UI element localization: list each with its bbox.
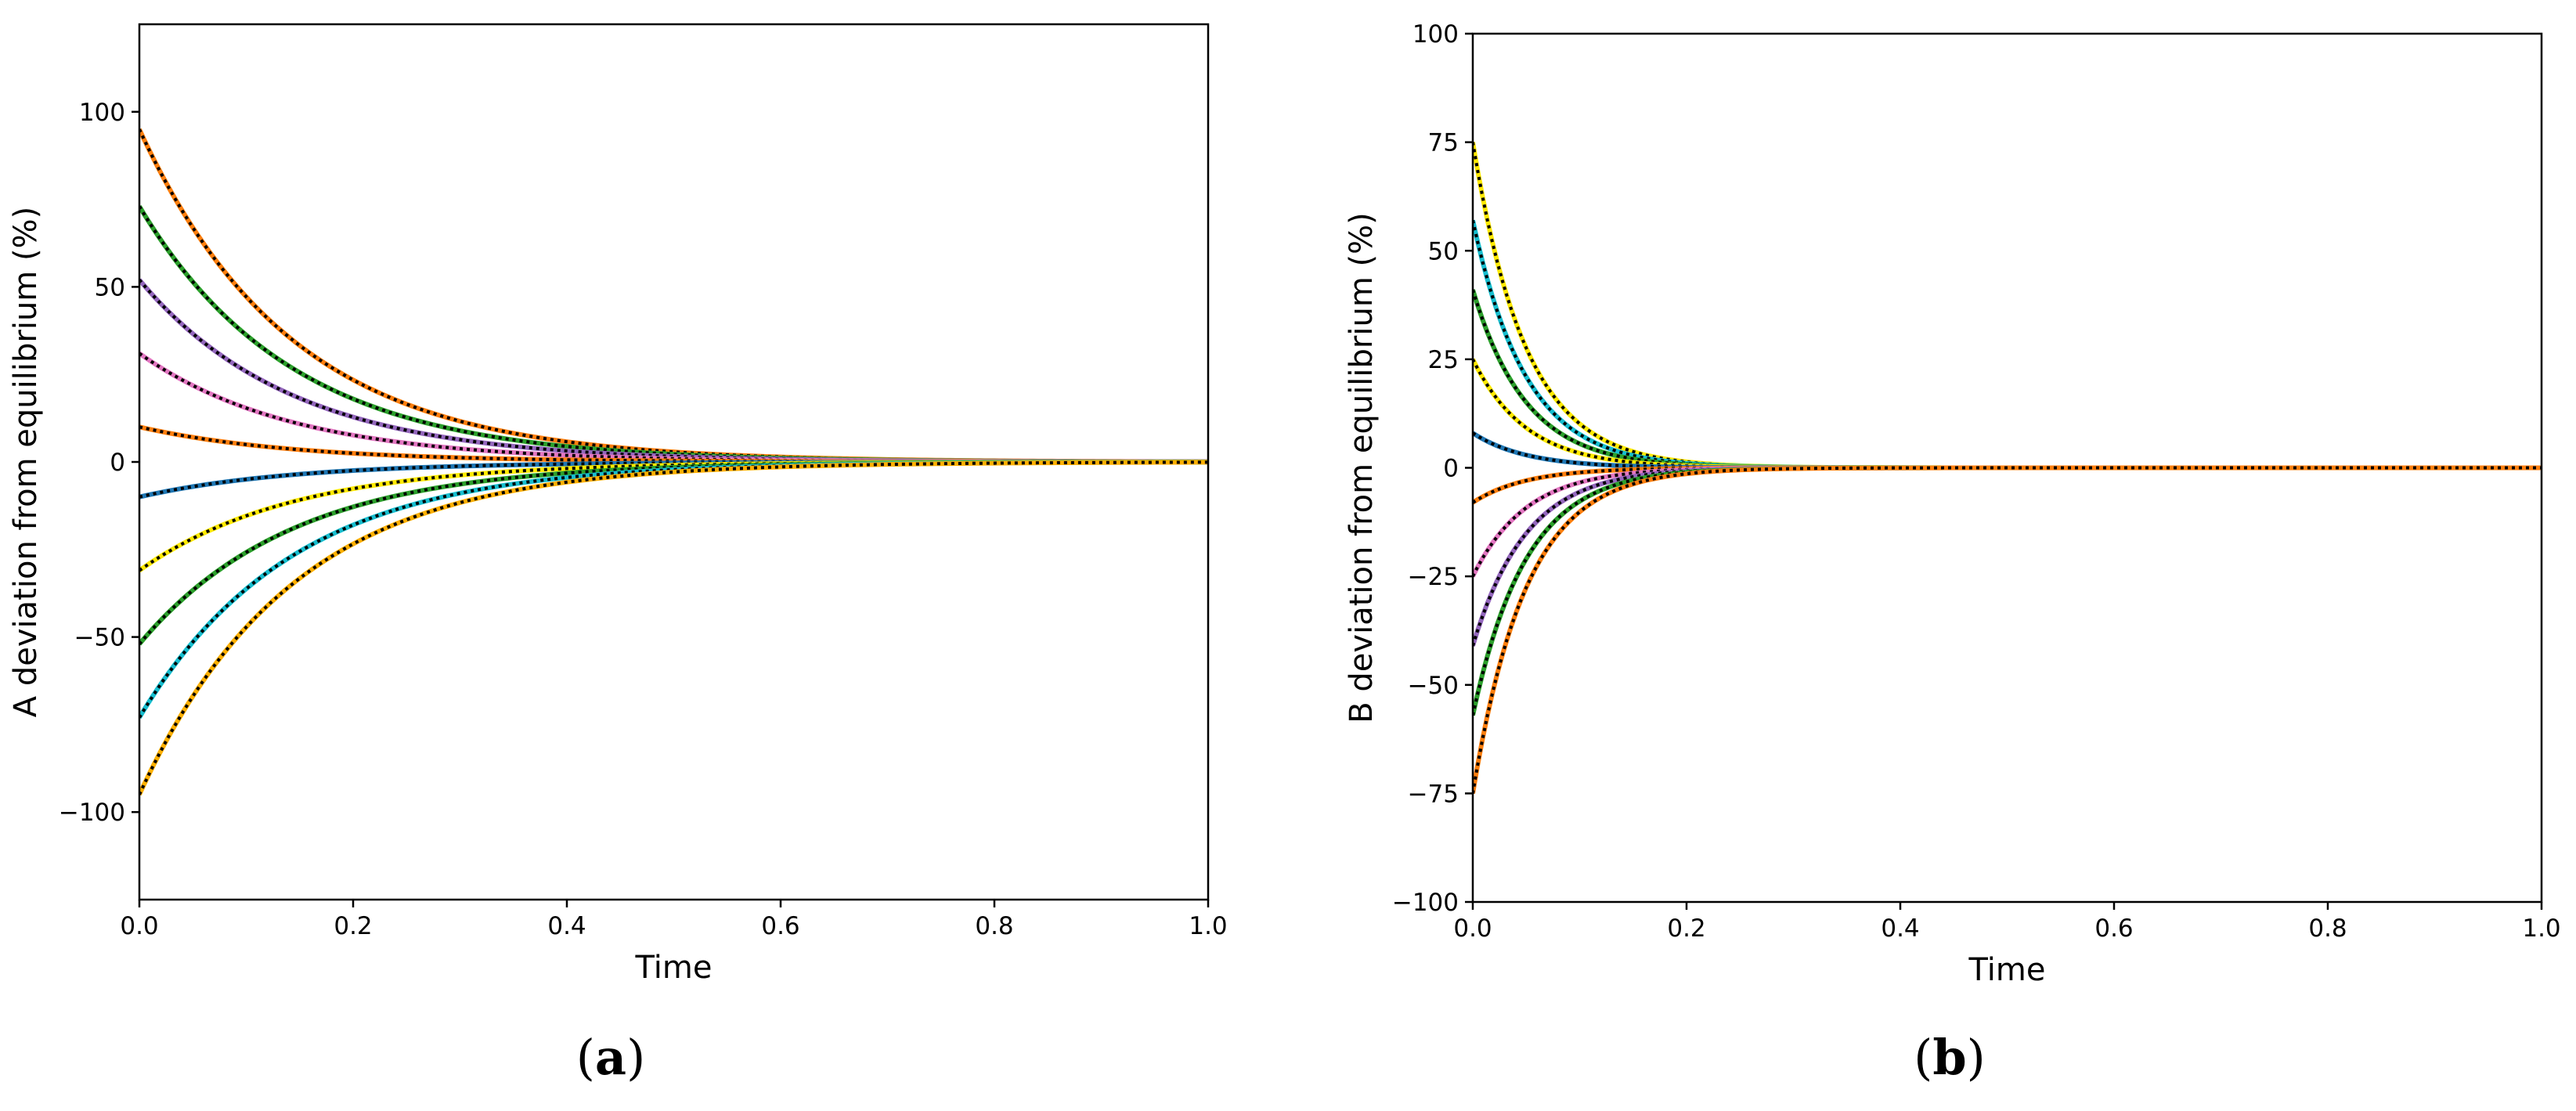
y-tick-label: 100 [1412,20,1459,49]
y-tick-label: 0 [1443,455,1459,483]
series-dotted-overlay-2 [1473,219,2542,470]
series-line-10 [139,460,1208,796]
x-tick-label: 0.4 [1881,914,1919,943]
series-line-4 [139,351,1208,464]
x-tick-label: 1.0 [2522,914,2560,943]
series-line-2 [1473,219,2542,471]
y-tick-label: −50 [1408,672,1459,700]
y-tick-label: 50 [1428,237,1459,265]
panel-label: (a) [576,1029,646,1086]
panel-label: (b) [1914,1029,1986,1086]
series-dotted-overlay-9 [1473,466,2542,716]
x-tick-label: 0.8 [975,912,1013,940]
series-dotted-overlay-1 [1473,142,2542,470]
y-tick-label: −75 [1408,780,1459,808]
x-tick-label: 0.8 [2308,914,2347,943]
series-line-3 [1473,289,2542,471]
series-dotted-overlay-1 [139,128,1208,464]
series-dotted-overlay-2 [139,205,1208,464]
y-axis-label: B deviation from equilibrium (%) [1344,212,1380,723]
series-dotted-overlay-10 [139,460,1208,795]
y-tick-label: −100 [1392,889,1459,917]
y-tick-label: −50 [74,624,125,652]
series-dotted-overlay-7 [139,460,1208,572]
series-group [139,128,1208,796]
y-tick-label: 25 [1428,346,1459,374]
series-dotted-overlay-4 [139,352,1208,464]
series-line-8 [1473,465,2542,647]
y-tick-label: 75 [1428,129,1459,157]
x-tick-label: 0.2 [334,912,372,940]
series-line-10 [1473,465,2542,794]
series-dotted-overlay-3 [1473,289,2542,470]
panel-a-chart: 0.0 0.2 0.4 0.6 0.8 1.0 −100 −50 0 50 100 Time A dev… [8,23,1228,1086]
series-dotted-overlay-9 [139,460,1208,719]
y-tick-label: 100 [79,99,125,127]
x-axis-label: Time [1968,952,2046,988]
y-axis-label: A deviation from equilibrium (%) [8,207,44,717]
series-group [1473,142,2542,794]
x-tick-label: 0.6 [761,912,799,940]
x-axis-label: Time [635,950,713,986]
y-tick-label: −100 [59,799,125,827]
x-tick-label: 0.2 [1667,914,1705,943]
panel-b-chart: 0.0 0.2 0.4 0.6 0.8 1.0 −100 −75 −50 −25 0 25 50 75 10… [1344,20,2561,1086]
y-tick-label: 50 [95,273,125,301]
x-tick-label: 1.0 [1189,912,1227,940]
x-tick-label: 0.4 [547,912,586,940]
y-tick-label: −25 [1408,563,1459,591]
y-tick-label: 0 [110,449,125,477]
series-dotted-overlay-8 [1473,466,2542,647]
x-tick-label: 0.6 [2094,914,2133,943]
x-tick-label: 0.0 [1453,914,1492,943]
series-dotted-overlay-10 [1473,466,2542,794]
series-line-1 [139,128,1208,464]
x-tick-label: 0.0 [120,912,158,940]
series-line-9 [1473,465,2542,716]
series-line-1 [1473,142,2542,471]
series-line-7 [139,460,1208,573]
